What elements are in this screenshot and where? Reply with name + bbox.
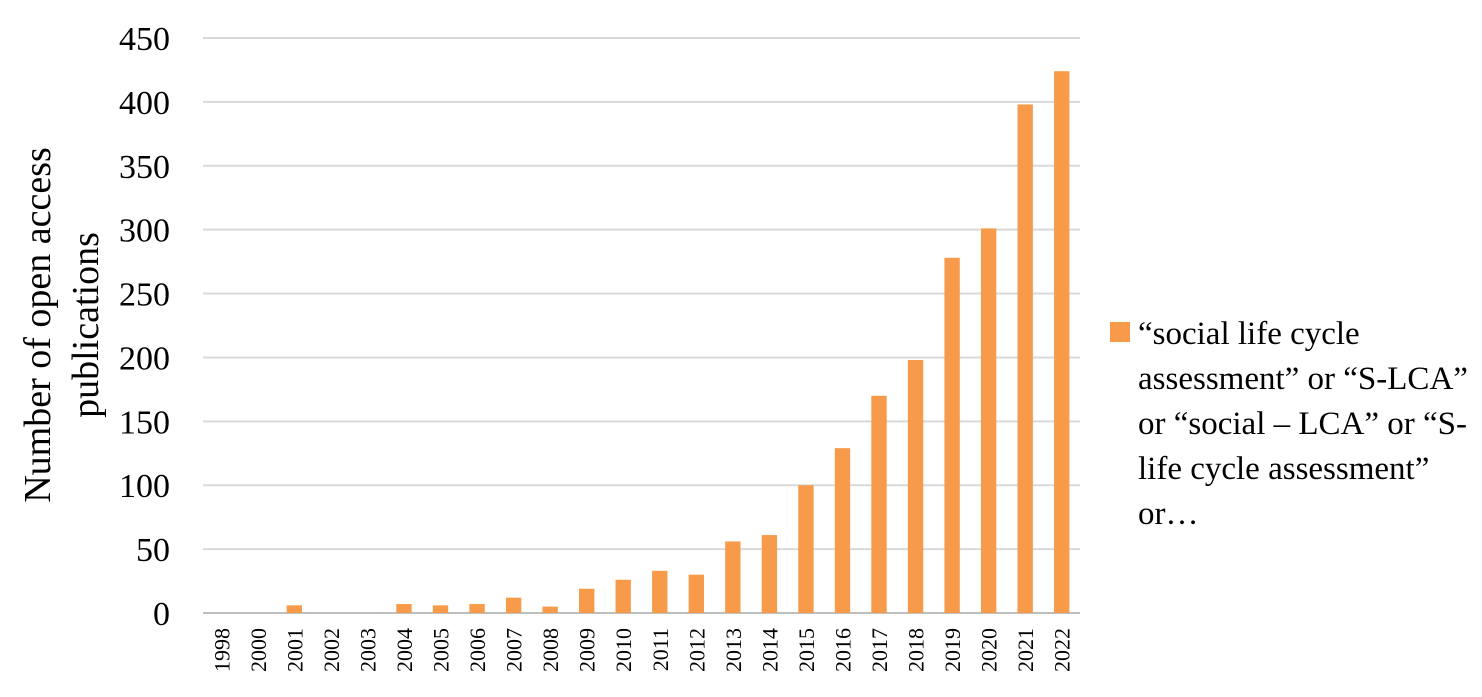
x-tick-label: 2018 [904, 628, 929, 672]
legend-swatch [1110, 322, 1130, 342]
legend-label: “social life cycle assessment” or “S-LCA… [1138, 316, 1468, 532]
y-tick-label: 300 [119, 213, 170, 250]
x-tick-label: 2014 [757, 628, 782, 672]
y-tick-label: 100 [119, 468, 170, 505]
x-tick-label: 1998 [209, 628, 234, 672]
bar-2007 [505, 597, 522, 613]
x-tick-label: 2022 [1050, 628, 1075, 672]
bar-2017 [871, 395, 887, 613]
y-tick-label: 150 [119, 404, 170, 441]
bar-2013 [725, 541, 741, 613]
x-tick-label: 2008 [538, 628, 563, 672]
x-tick-label: 2020 [977, 628, 1002, 672]
bars [286, 71, 1070, 613]
x-tick-label: 2007 [502, 628, 527, 672]
bar-2006 [469, 604, 485, 613]
x-tick-label: 2000 [246, 628, 271, 672]
x-tick-label: 2012 [684, 628, 709, 672]
x-tick-label: 2003 [355, 628, 380, 672]
bar-2009 [579, 588, 595, 613]
bar-2018 [907, 360, 924, 613]
x-tick-label: 2015 [794, 628, 819, 672]
bar-2011 [652, 570, 668, 613]
x-tick-label: 2011 [648, 628, 673, 671]
bar-2004 [396, 604, 412, 613]
y-tick-label: 0 [153, 596, 170, 633]
bar-2005 [432, 605, 449, 613]
x-tick-label: 2009 [575, 628, 600, 672]
y-axis-label-line-2: publications [65, 232, 107, 418]
x-tick-label: 2017 [867, 628, 892, 672]
gridlines [203, 37, 1080, 614]
x-tick-label: 2006 [465, 628, 490, 672]
x-tick-label: 2019 [940, 628, 965, 672]
x-tick-label: 2016 [830, 628, 855, 672]
bar-2001 [286, 605, 303, 613]
x-tick-label: 2004 [392, 628, 417, 672]
bar-2020 [980, 228, 997, 613]
bar-2008 [542, 606, 558, 613]
y-tick-label: 200 [119, 340, 170, 377]
bar-2022 [1054, 71, 1070, 613]
x-tick-label: 2005 [429, 628, 454, 672]
x-tick-label: 2010 [611, 628, 636, 672]
y-tick-label: 350 [119, 149, 170, 186]
y-axis-label-line-1: Number of open access [17, 147, 59, 503]
bar-2021 [1017, 104, 1033, 613]
x-tick-label: 2021 [1013, 628, 1038, 672]
y-tick-label: 450 [119, 21, 170, 58]
y-tick-label: 400 [119, 85, 170, 122]
x-tick-label: 2013 [721, 628, 746, 672]
y-tick-label: 250 [119, 277, 170, 314]
bar-2016 [834, 448, 851, 613]
x-tick-label: 2001 [282, 628, 307, 672]
y-tick-label: 50 [136, 532, 170, 569]
y-axis-ticks: 0 50 100 150 200 250 300 350 400 450 [119, 21, 170, 633]
x-axis-ticks: 1998 2000 2001 2002 2003 2004 2005 2006 2007 2008… [209, 628, 1074, 672]
bar-2014 [761, 535, 778, 613]
bar-2010 [615, 579, 631, 613]
bar-2015 [798, 485, 814, 613]
x-tick-label: 2002 [319, 628, 344, 672]
bar-2012 [688, 574, 704, 613]
bar-2019 [944, 257, 960, 613]
